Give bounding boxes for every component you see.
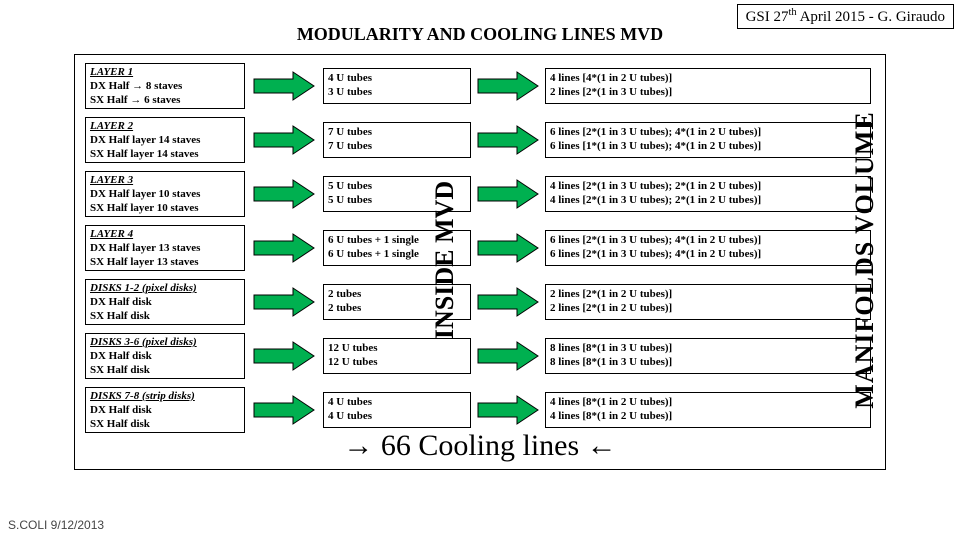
arrow-icon	[477, 287, 539, 317]
layer-box: DISKS 1-2 (pixel disks)DX Half diskSX Ha…	[85, 279, 245, 325]
diagram-frame: LAYER 1DX Half → 8 stavesSX Half → 6 sta…	[74, 54, 886, 470]
label-manifolds-volume: MANIFOLDS VOLUME	[850, 90, 880, 430]
layer-box: LAYER 1DX Half → 8 stavesSX Half → 6 sta…	[85, 63, 245, 109]
diagram-row: LAYER 2DX Half layer 14 stavesSX Half la…	[75, 115, 885, 165]
lines-box: 2 lines [2*(1 in 2 U tubes)]2 lines [2*(…	[545, 284, 871, 320]
lines-box: 8 lines [8*(1 in 3 U tubes)]8 lines [8*(…	[545, 338, 871, 374]
lines-box: 6 lines [2*(1 in 3 U tubes); 4*(1 in 2 U…	[545, 122, 871, 158]
arrow-icon	[477, 71, 539, 101]
arrow-icon	[253, 233, 315, 263]
summary-line: → 66 Cooling lines ←	[75, 429, 885, 463]
arrow-icon	[253, 395, 315, 425]
diagram-row: DISKS 7-8 (strip disks)DX Half diskSX Ha…	[75, 385, 885, 435]
lines-box: 4 lines [2*(1 in 3 U tubes); 2*(1 in 2 U…	[545, 176, 871, 212]
diagram-row: LAYER 3DX Half layer 10 stavesSX Half la…	[75, 169, 885, 219]
layer-box: LAYER 3DX Half layer 10 stavesSX Half la…	[85, 171, 245, 217]
arrow-icon	[477, 395, 539, 425]
diagram-row: DISKS 1-2 (pixel disks)DX Half diskSX Ha…	[75, 277, 885, 327]
layer-box: DISKS 7-8 (strip disks)DX Half diskSX Ha…	[85, 387, 245, 433]
arrow-icon	[253, 125, 315, 155]
footer-author: S.COLI 9/12/2013	[8, 518, 104, 532]
tubes-box: 4 U tubes4 U tubes	[323, 392, 471, 428]
arrow-icon	[253, 341, 315, 371]
arrow-icon	[477, 233, 539, 263]
diagram-row: DISKS 3-6 (pixel disks)DX Half diskSX Ha…	[75, 331, 885, 381]
tubes-box: 4 U tubes3 U tubes	[323, 68, 471, 104]
arrow-icon	[253, 287, 315, 317]
layer-box: DISKS 3-6 (pixel disks)DX Half diskSX Ha…	[85, 333, 245, 379]
arrow-icon	[477, 341, 539, 371]
lines-box: 4 lines [4*(1 in 2 U tubes)]2 lines [2*(…	[545, 68, 871, 104]
arrow-icon	[253, 179, 315, 209]
arrow-icon	[253, 71, 315, 101]
arrow-icon	[477, 179, 539, 209]
diagram-row: LAYER 4DX Half layer 13 stavesSX Half la…	[75, 223, 885, 273]
diagram-row: LAYER 1DX Half → 8 stavesSX Half → 6 sta…	[75, 61, 885, 111]
page-title: MODULARITY AND COOLING LINES MVD	[0, 24, 960, 45]
lines-box: 4 lines [8*(1 in 2 U tubes)]4 lines [8*(…	[545, 392, 871, 428]
arrow-icon	[477, 125, 539, 155]
lines-box: 6 lines [2*(1 in 3 U tubes); 4*(1 in 2 U…	[545, 230, 871, 266]
layer-box: LAYER 2DX Half layer 14 stavesSX Half la…	[85, 117, 245, 163]
label-inside-mvd: INSIDE MVD	[430, 140, 460, 380]
layer-box: LAYER 4DX Half layer 13 stavesSX Half la…	[85, 225, 245, 271]
